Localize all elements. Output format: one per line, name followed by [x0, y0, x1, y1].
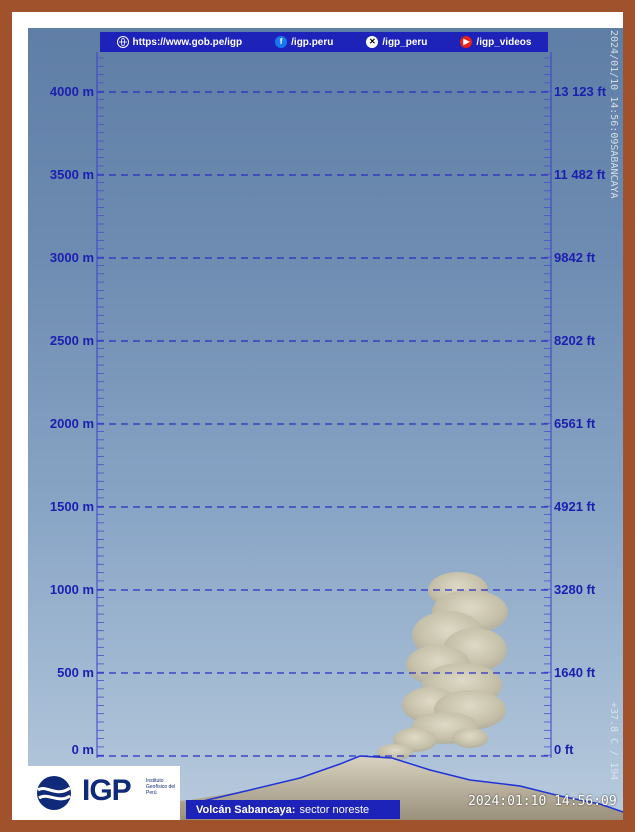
feet-label-0: 0 ft — [554, 742, 574, 757]
station-sector: sector noreste — [299, 803, 370, 816]
igp-wave-icon — [37, 776, 71, 810]
feet-label-6561: 6561 ft — [554, 416, 596, 431]
feet-label-8202: 8202 ft — [554, 333, 596, 348]
camera-stamp-vertical: 2024/01/10 14:56:09SABANCAYA — [608, 30, 619, 199]
youtube-icon: ▶ — [460, 36, 473, 48]
feet-label-1640: 1640 ft — [554, 665, 596, 680]
meter-label-0: 0 m — [71, 742, 94, 757]
meter-label-1500: 1500 m — [49, 499, 94, 514]
globe-icon — [116, 36, 129, 48]
station-label-bar: Volcán Sabancaya: sector noreste — [186, 800, 400, 819]
station-name: Volcán Sabancaya: — [196, 803, 296, 816]
meter-label-2000: 2000 m — [49, 416, 94, 431]
facebook-link-label: /igp.peru — [291, 36, 334, 48]
facebook-icon: f — [275, 36, 288, 48]
feet-label-11482: 11 482 ft — [554, 167, 606, 182]
youtube-link[interactable]: ▶ /igp_videos — [460, 36, 531, 48]
meter-label-2500: 2500 m — [49, 333, 94, 348]
meter-label-3000: 3000 m — [49, 250, 94, 265]
social-links-bar: https://www.gob.pe/igp f /igp.peru ✕ /ig… — [100, 32, 548, 52]
meter-label-4000: 4000 m — [49, 84, 94, 99]
website-link-label: https://www.gob.pe/igp — [132, 36, 243, 48]
camera-temp-vertical: +37.8 C / 194 — [608, 702, 619, 781]
height-grid — [97, 91, 551, 757]
x-link-label: /igp_peru — [382, 36, 428, 48]
mountain-outline — [185, 755, 624, 813]
x-icon: ✕ — [366, 36, 379, 48]
meter-label-1000: 1000 m — [49, 582, 94, 597]
facebook-link[interactable]: f /igp.peru — [275, 36, 333, 48]
youtube-link-label: /igp_videos — [476, 36, 532, 48]
feet-label-9842: 9842 ft — [554, 250, 596, 265]
feet-label-4921: 4921 ft — [554, 499, 596, 514]
x-link[interactable]: ✕ /igp_peru — [366, 36, 427, 48]
igp-logo: IGP Instituto Geofísico del Perú — [28, 766, 180, 820]
meter-label-3500: 3500 m — [49, 167, 94, 182]
capture-timestamp: 2024:01:10 14:56:09 — [468, 794, 617, 809]
igp-logo-text: IGP — [82, 774, 132, 807]
feet-label-3280: 3280 ft — [554, 582, 596, 597]
eruption-plume — [377, 572, 508, 760]
meter-label-500: 500 m — [57, 665, 94, 680]
minor-ticks — [97, 57, 551, 756]
website-link[interactable]: https://www.gob.pe/igp — [116, 36, 243, 48]
feet-label-13123: 13 123 ft — [554, 84, 607, 99]
igp-logo-subtitle: Instituto Geofísico del Perú — [146, 778, 176, 796]
